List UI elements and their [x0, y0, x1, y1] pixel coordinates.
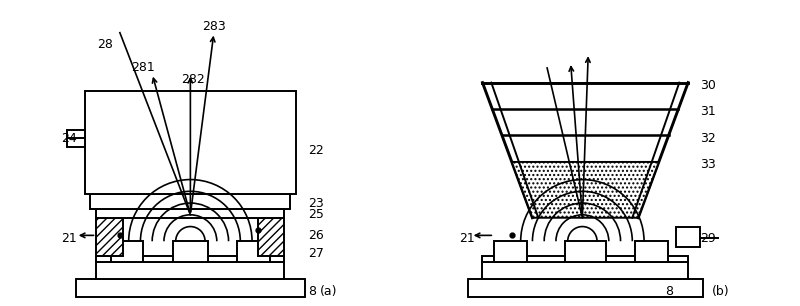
Bar: [76, 279, 305, 297]
Bar: [676, 226, 700, 247]
Text: 28: 28: [98, 38, 113, 51]
Polygon shape: [512, 162, 659, 218]
Bar: [96, 256, 284, 262]
Text: 27: 27: [308, 247, 324, 259]
Bar: [90, 194, 290, 209]
Text: 25: 25: [308, 208, 324, 221]
Bar: [96, 218, 123, 256]
Text: 26: 26: [308, 229, 324, 242]
Bar: [67, 130, 85, 147]
Bar: [111, 241, 143, 262]
Bar: [565, 241, 606, 262]
Text: 8: 8: [665, 285, 673, 298]
Text: (a): (a): [320, 285, 337, 298]
Text: 24: 24: [61, 132, 77, 145]
Text: 22: 22: [308, 144, 324, 157]
Bar: [482, 262, 688, 279]
Text: 23: 23: [308, 196, 324, 210]
Bar: [96, 262, 284, 279]
Text: 31: 31: [700, 106, 716, 118]
Text: (b): (b): [712, 285, 730, 298]
Text: 32: 32: [700, 132, 716, 145]
Text: 30: 30: [700, 79, 716, 92]
Text: 282: 282: [182, 73, 205, 86]
Text: 283: 283: [202, 20, 226, 33]
Bar: [482, 256, 688, 262]
Bar: [96, 209, 284, 218]
Bar: [258, 218, 284, 256]
Bar: [173, 241, 208, 262]
Text: 281: 281: [131, 62, 155, 74]
Text: 21: 21: [61, 232, 77, 245]
Bar: [85, 91, 296, 194]
Text: 33: 33: [700, 159, 716, 171]
Bar: [468, 279, 703, 297]
Text: 21: 21: [459, 232, 474, 245]
Text: 29: 29: [700, 232, 716, 245]
Text: 8: 8: [308, 285, 316, 298]
Bar: [494, 241, 526, 262]
Bar: [635, 241, 667, 262]
Bar: [238, 241, 270, 262]
